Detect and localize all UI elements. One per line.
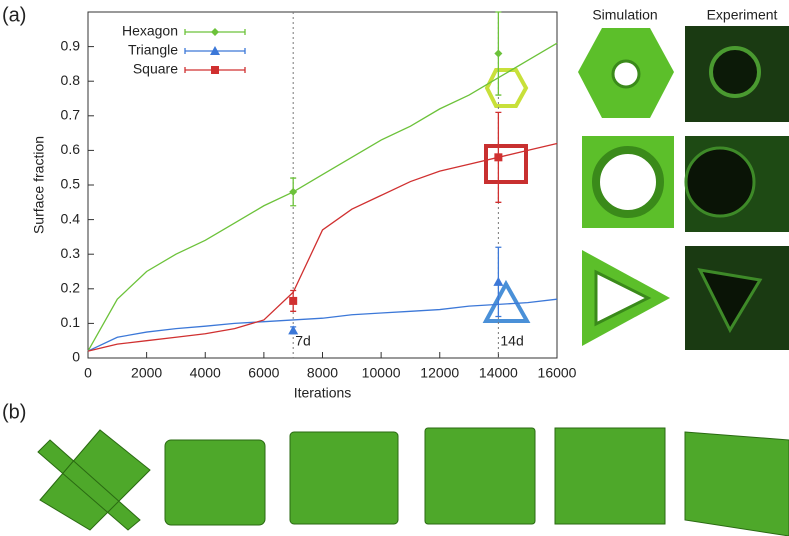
hexagon-icon [487,70,526,106]
square-icon [486,146,526,182]
marker [288,325,298,334]
y-tick-label: 0.5 [61,176,81,192]
marker [211,28,219,36]
annotation: 14d [500,333,523,349]
figure: (a) (b) Simulation Experiment 0 0.1 0.2 0.3… [0,0,789,536]
y-axis-label: Surface fraction [31,136,47,234]
legend-label: Hexagon [122,23,178,39]
y-tick-label: 0.8 [61,72,81,88]
y-tick-label: 0 [72,349,80,365]
x-tick-label: 0 [84,365,92,381]
experiment-images [685,26,789,350]
x-tick-label: 10000 [362,365,401,381]
marker [494,50,502,58]
marker [289,188,297,196]
legend-label: Square [133,61,178,77]
y-tick-label: 0.6 [61,141,81,157]
x-tick-label: 6000 [248,365,279,381]
marker [211,66,219,74]
x-tick-label: 16000 [538,365,577,381]
legend-label: Triangle [128,42,178,58]
y-tick-label: 0.2 [61,280,81,296]
image-header: Simulation [592,7,657,23]
series-line [88,299,557,351]
x-tick-label: 12000 [420,365,459,381]
y-tick-label: 0.7 [61,107,81,123]
x-tick-label: 8000 [307,365,338,381]
y-tick-label: 0.4 [61,210,81,226]
x-tick-label: 4000 [190,365,221,381]
x-axis-label: Iterations [294,385,352,401]
x-tick-label: 14000 [479,365,518,381]
y-tick-label: 0.3 [61,245,81,261]
x-tick-label: 2000 [131,365,162,381]
panel-label: (a) [2,4,26,26]
panel-label: (b) [2,401,26,423]
marker [493,277,503,286]
image-header: Experiment [707,7,778,23]
annotation: 7d [295,333,311,349]
y-tick-label: 0.1 [61,314,81,330]
structure-images [38,428,789,536]
marker [289,297,297,305]
y-tick-label: 0.9 [61,37,81,53]
simulation-images [578,28,674,346]
marker [494,153,502,161]
